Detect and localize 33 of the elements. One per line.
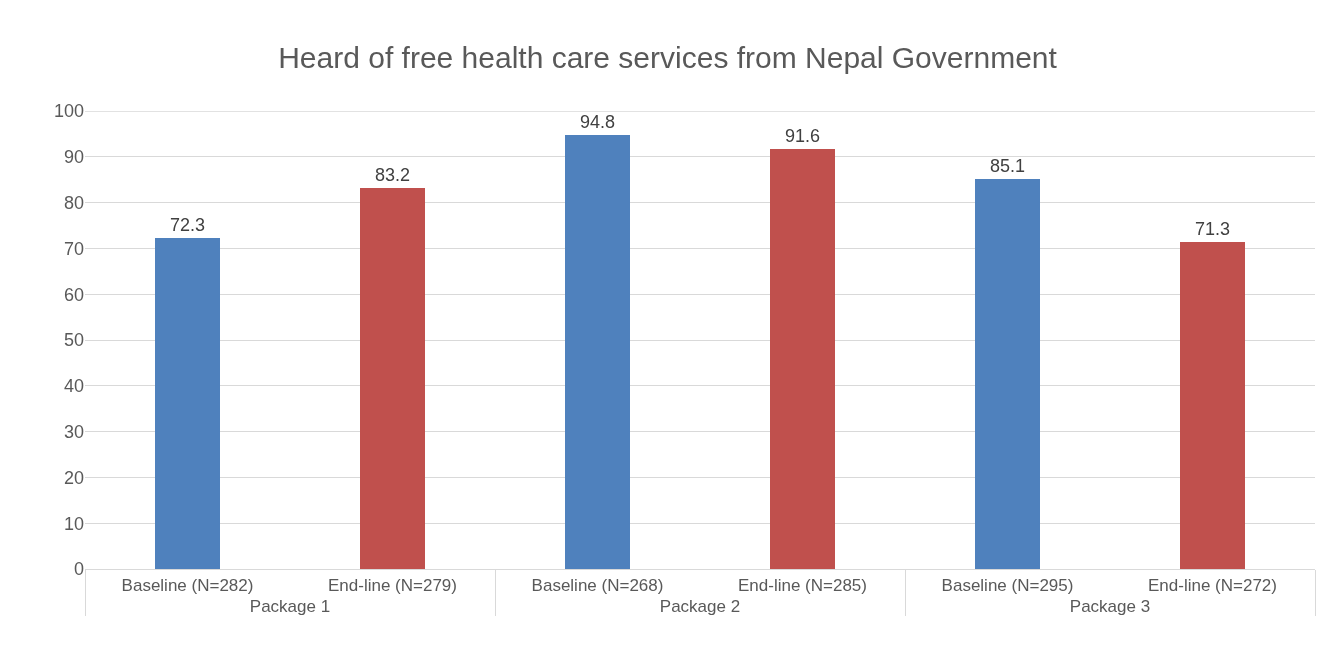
bar (975, 179, 1040, 569)
y-tick-label: 10 (63, 513, 84, 534)
bar (360, 188, 425, 569)
text: Package 3 (1069, 596, 1151, 616)
bar (565, 135, 630, 569)
data-label: 72.3 (169, 215, 206, 235)
y-tick-label: 80 (63, 192, 84, 213)
data-label: 94.8 (579, 112, 616, 132)
y-tick-label: 50 (63, 330, 84, 351)
y-tick-label: 20 (63, 467, 84, 488)
x-tick-label: Baseline (N=282) (121, 575, 254, 595)
x-tick-label: End-line (N=285) (738, 575, 867, 595)
y-tick-label: 100 (53, 101, 84, 122)
y-tick-label: 30 (63, 421, 84, 442)
data-label: 91.6 (784, 126, 821, 146)
y-tick-label: 90 (63, 147, 84, 168)
x-tick-label: Baseline (N=295) (941, 575, 1074, 595)
y-tick-label: 40 (63, 376, 84, 397)
bar (1180, 242, 1245, 569)
data-label: 71.3 (1194, 219, 1231, 239)
x-tick-label: End-line (N=279) (328, 575, 457, 595)
bar (155, 238, 220, 569)
text: Package 1 (249, 596, 331, 616)
y-tick-label: 0 (73, 559, 84, 580)
x-tick-label: End-line (N=272) (1148, 575, 1277, 595)
bar (770, 149, 835, 569)
y-tick-label: 60 (63, 284, 84, 305)
chart-title: Heard of free health care services from Nepal Government (278, 40, 1058, 74)
data-label: 85.1 (989, 156, 1026, 176)
data-label: 83.2 (374, 165, 411, 185)
text: Package 2 (659, 596, 741, 616)
y-tick-label: 70 (63, 238, 84, 259)
x-tick-label: Baseline (N=268) (531, 575, 664, 595)
